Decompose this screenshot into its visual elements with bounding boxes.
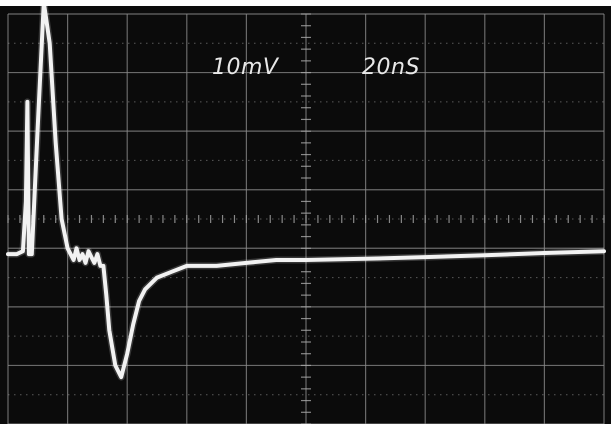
vertical-scale-readout: 10mV bbox=[212, 55, 280, 80]
time-scale-readout: 20nS bbox=[362, 55, 420, 80]
screen-edge-bottom bbox=[0, 424, 611, 430]
waveform-trace bbox=[6, 0, 606, 380]
waveform bbox=[6, 0, 606, 381]
screen-edge-top bbox=[0, 0, 611, 6]
